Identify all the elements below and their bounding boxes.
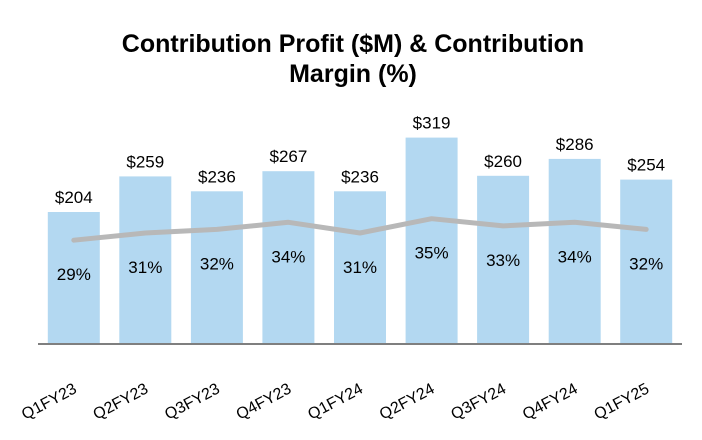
bar-value-label: $267 <box>269 147 307 166</box>
margin-value-label: 29% <box>57 265 91 284</box>
labels-layer: $204 29% $259 31% $236 32% $267 34% $236 31% $319 3… <box>55 114 665 285</box>
margin-value-label: 32% <box>200 254 234 273</box>
margin-value-label: 34% <box>558 247 592 266</box>
bars-layer <box>47 137 673 344</box>
bar-q4fy24 <box>548 158 601 344</box>
bar-value-label: $259 <box>126 152 164 171</box>
bar-value-label: $236 <box>198 167 236 186</box>
bar-value-label: $319 <box>413 114 451 133</box>
bar-q1fy25 <box>620 179 673 344</box>
x-tick-label: Q2FY23 <box>91 380 152 423</box>
margin-value-label: 31% <box>343 258 377 277</box>
contribution-margin-line <box>71 216 649 243</box>
bar-q3fy23 <box>190 191 243 344</box>
x-tick-label: Q3FY24 <box>448 380 509 423</box>
margin-value-label: 33% <box>486 251 520 270</box>
bar-value-label: $236 <box>341 167 379 186</box>
margin-value-label: 35% <box>415 244 449 263</box>
bar-value-label: $254 <box>627 156 665 175</box>
bar-value-label: $204 <box>55 188 93 207</box>
chart-title-line-2: Margin (%) <box>289 60 417 88</box>
bar-q3fy24 <box>477 175 530 344</box>
x-tick-label: Q1FY23 <box>19 380 80 423</box>
x-tick-label: Q3FY23 <box>162 380 223 423</box>
bar-value-label: $260 <box>484 152 522 171</box>
x-tick-label: Q4FY24 <box>520 380 581 423</box>
x-tick-labels: Q1FY23 Q2FY23 Q3FY23 Q4FY23 Q1FY24 Q2FY24 Q3FY… <box>19 380 652 423</box>
x-tick-label: Q1FY24 <box>305 380 366 423</box>
margin-line-layer <box>71 216 649 243</box>
margin-value-label: 34% <box>271 247 305 266</box>
x-tick-label: Q2FY24 <box>377 380 438 423</box>
bar-q2fy23 <box>119 176 172 344</box>
bar-q1fy23 <box>47 212 100 344</box>
x-tick-label: Q1FY25 <box>591 380 652 423</box>
bar-value-label: $286 <box>556 135 594 154</box>
chart-title-line-1: Contribution Profit ($M) & Contribution <box>122 30 584 58</box>
bar-q1fy24 <box>334 191 386 344</box>
margin-value-label: 32% <box>629 254 663 273</box>
margin-value-label: 31% <box>128 258 162 277</box>
bar-q4fy23 <box>262 171 315 344</box>
x-tick-label: Q4FY23 <box>234 380 295 423</box>
bar-q2fy24 <box>405 137 458 344</box>
